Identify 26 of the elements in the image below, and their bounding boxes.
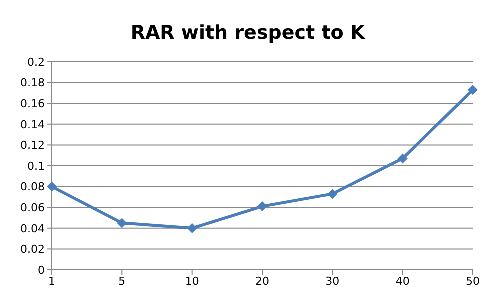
point bbox=[187, 223, 198, 234]
y-tick-label: 0.04 bbox=[20, 222, 45, 236]
y-tick-label: 0.14 bbox=[20, 118, 45, 132]
y-tick-label: 0.2 bbox=[28, 56, 45, 69]
point bbox=[47, 182, 57, 192]
point bbox=[258, 202, 268, 212]
y-tick-label: 0.06 bbox=[20, 202, 45, 215]
y-tick-label: 0.18 bbox=[20, 76, 45, 90]
y-tick-label: 0 bbox=[38, 264, 45, 277]
x-tick-label: 20 bbox=[256, 274, 270, 288]
point bbox=[328, 189, 338, 200]
y-tick-label: 0.16 bbox=[20, 98, 45, 111]
x-tick-label: 10 bbox=[185, 274, 200, 288]
x-tick-label: 30 bbox=[326, 274, 340, 288]
x-tick-label: 40 bbox=[396, 274, 410, 288]
y-tick-label: 0.1 bbox=[28, 160, 45, 173]
y-tick-label: 0.02 bbox=[20, 243, 45, 256]
x-tick-label: 1 bbox=[48, 274, 56, 288]
chart-title: RAR with respect to K bbox=[130, 21, 366, 46]
x-tick-label: 5 bbox=[118, 274, 126, 288]
point bbox=[468, 85, 478, 96]
y-tick-label: 0.12 bbox=[20, 139, 45, 152]
point bbox=[117, 218, 128, 228]
x-tick-label: 50 bbox=[466, 274, 480, 288]
point bbox=[398, 154, 408, 164]
y-tick-label: 0.08 bbox=[20, 180, 45, 194]
